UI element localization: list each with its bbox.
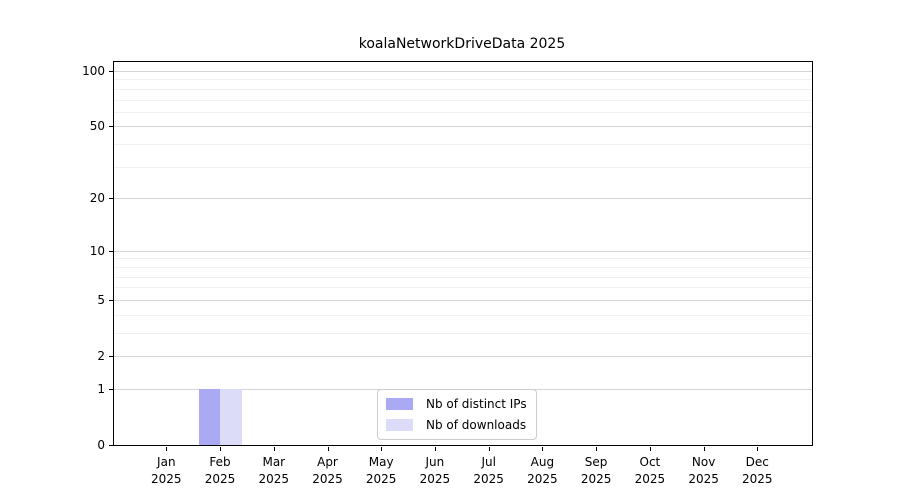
minor-gridline	[114, 287, 812, 289]
x-tick-label: Jan 2025	[138, 454, 194, 488]
x-tick-mark	[703, 447, 705, 451]
x-tick-mark	[757, 447, 759, 451]
legend-swatch-downloads	[386, 419, 413, 431]
minor-gridline	[114, 79, 812, 81]
x-tick-label-line: 2025	[580, 472, 612, 486]
plot-area: 0 1 2 5 10 20 50 100 Jan 2025 Feb 2025 Mar 2025 Apr 202…	[82, 61, 813, 486]
x-tick-label: May 2025	[353, 454, 409, 488]
x-tick-label-line: Sep	[584, 455, 608, 469]
x-tick-label-line: 2025	[365, 472, 397, 486]
x-tick-label-line: 2025	[688, 472, 719, 486]
x-tick-label-line: Apr	[317, 455, 338, 469]
major-gridline	[114, 356, 812, 357]
x-tick-label: Dec 2025	[729, 454, 785, 488]
x-tick-mark	[273, 447, 275, 451]
x-tick-label-line: 2025	[312, 472, 343, 486]
minor-gridline	[114, 258, 812, 260]
minor-gridline	[114, 276, 812, 278]
y-tick-label: 10	[89, 243, 105, 258]
x-tick-mark	[649, 447, 651, 451]
x-tick-label: Sep 2025	[568, 454, 624, 488]
x-tick-mark	[327, 447, 329, 451]
x-tick-label-line: Dec	[745, 455, 769, 469]
x-tick-label-line: Feb	[209, 455, 231, 469]
legend-label-downloads: Nb of downloads	[426, 418, 527, 432]
x-tick-label-line: Jun	[425, 455, 445, 469]
legend-label-distinct-ips: Nb of distinct IPs	[426, 397, 527, 411]
y-tick-label: 1	[97, 381, 105, 396]
bar-nb-of-downloads-feb-2025	[220, 388, 242, 445]
minor-gridline	[114, 266, 812, 268]
x-tick-label-line: 2025	[151, 472, 182, 486]
minor-gridline	[114, 144, 812, 145]
minor-gridline	[114, 314, 812, 316]
x-tick-mark	[488, 447, 490, 451]
x-tick-label-line: 2025	[473, 472, 504, 486]
y-tick-mark	[109, 250, 113, 252]
x-tick-label-line: Jan	[157, 455, 176, 469]
minor-gridline	[114, 166, 812, 168]
x-tick-label-line: Aug	[530, 455, 555, 469]
y-tick-mark	[109, 71, 113, 72]
x-tick-mark	[434, 447, 436, 451]
major-gridline	[114, 198, 812, 200]
chart-title: koalaNetworkDriveData 2025	[358, 36, 566, 52]
x-tick-label: Nov 2025	[676, 454, 732, 488]
x-tick-label-line: 2025	[419, 472, 451, 486]
y-tick-mark	[109, 445, 113, 446]
x-tick-label-line: 2025	[204, 472, 236, 486]
y-tick-mark	[109, 126, 113, 128]
y-tick-label: 100	[82, 64, 105, 78]
y-tick-mark	[109, 356, 113, 357]
minor-gridline	[114, 99, 812, 101]
major-gridline	[114, 299, 812, 301]
x-tick-label: Mar 2025	[246, 454, 302, 488]
major-gridline	[114, 126, 812, 128]
x-tick-label-line: Jul	[481, 455, 496, 469]
y-tick-label: 2	[97, 349, 105, 363]
x-tick-mark	[596, 447, 598, 451]
minor-gridline	[114, 88, 812, 90]
x-tick-label-line: Nov	[691, 455, 716, 469]
x-tick-mark	[381, 447, 383, 451]
y-tick-mark	[109, 198, 113, 200]
major-gridline	[114, 250, 812, 252]
legend-item-distinct-ips: Nb of distinct IPs	[386, 395, 527, 413]
x-tick-label: Jul 2025	[461, 454, 517, 488]
minor-gridline	[114, 332, 812, 334]
major-gridline	[114, 71, 812, 72]
y-tick-label: 5	[97, 292, 105, 307]
bar-nb-of-distinct-ips-feb-2025	[198, 388, 220, 445]
legend-swatch-distinct-ips	[386, 398, 413, 410]
x-tick-label: Oct 2025	[622, 454, 678, 488]
x-tick-label-line: 2025	[527, 472, 558, 486]
y-tick-mark	[109, 299, 113, 301]
x-tick-mark	[166, 447, 168, 451]
y-tick-label: 20	[89, 191, 105, 206]
minor-gridline	[114, 111, 812, 113]
x-tick-label-line: 2025	[258, 472, 290, 486]
y-tick-mark	[109, 388, 113, 390]
x-tick-label-line: 2025	[742, 472, 773, 486]
x-tick-label-line: 2025	[634, 472, 666, 486]
x-tick-label: Jun 2025	[407, 454, 463, 488]
x-tick-label-line: May	[368, 455, 394, 469]
legend: Nb of distinct IPs Nb of downloads	[377, 389, 537, 440]
x-tick-label-line: Mar	[262, 455, 286, 469]
x-tick-mark	[220, 447, 221, 451]
y-tick-label: 0	[97, 438, 105, 452]
x-tick-label: Aug 2025	[514, 454, 570, 488]
legend-item-downloads: Nb of downloads	[386, 416, 527, 434]
x-tick-label: Apr 2025	[300, 454, 356, 488]
x-tick-mark	[542, 447, 544, 451]
y-tick-label: 50	[89, 119, 105, 134]
x-tick-label-line: Oct	[639, 455, 661, 469]
x-tick-label: Feb 2025	[192, 454, 248, 488]
